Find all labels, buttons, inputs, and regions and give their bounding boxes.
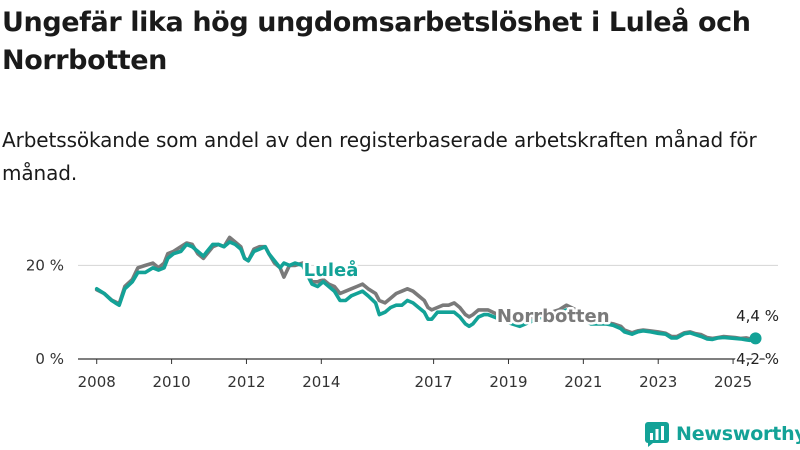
series-end-marker [749,332,762,345]
end-value-norrbotten: 4,2 % [736,350,779,368]
x-tick-label: 2014 [302,373,340,391]
chart-title: Ungefär lika hög ungdomsarbetslöshet i L… [2,7,751,76]
x-tick-label: 2008 [78,373,116,391]
x-tick-label: 2021 [564,373,602,391]
x-tick-label: 2019 [489,373,527,391]
x-tick-label: 2017 [415,373,453,391]
x-tick-label: 2025 [714,373,752,391]
newsworthy-icon [645,422,669,447]
series-line-norrbotten [94,235,758,342]
chart-subtitle: Arbetssökande som andel av den registerb… [2,128,757,185]
x-tick-label: 2023 [639,373,677,391]
x-tick-label: 2012 [227,373,265,391]
newsworthy-logo: Newsworthy [644,421,800,447]
brand-name: Newsworthy [676,423,800,445]
y-tick-label: 0 % [35,350,64,368]
y-tick-label: 20 % [26,256,64,274]
series-line-lulea [94,240,758,343]
series-label-lulea: Luleå [304,259,359,281]
series-label-norrbotten: Norrbotten [497,306,610,327]
x-tick-label: 2010 [152,373,190,391]
end-value-lulea: 4,4 % [736,307,779,325]
